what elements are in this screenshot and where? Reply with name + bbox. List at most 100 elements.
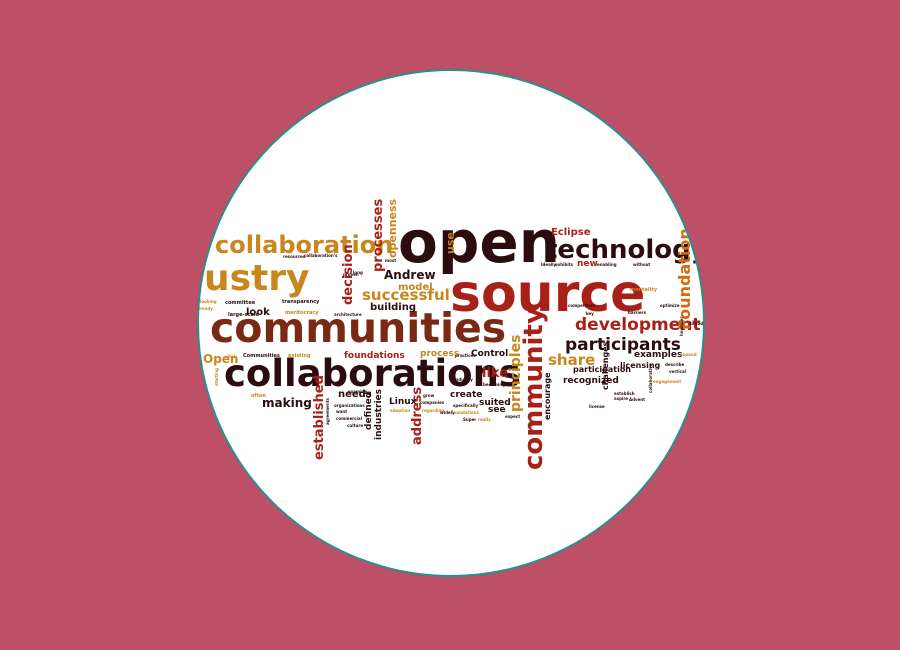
word-processes: processes [371,199,386,272]
word-communities-small: Communities [243,353,280,359]
word-examples: examples [634,350,682,360]
word-adoption: adoption [390,408,410,413]
word-making: making [262,396,312,410]
word-foundations-small: Foundations [451,410,479,415]
word-long: long [353,270,363,275]
word-address: address [410,387,425,445]
word-process: process [420,349,459,359]
word-becoming: becoming [483,382,505,387]
word-like: like [482,366,508,381]
word-established: established [312,375,327,460]
word-most: most [385,258,396,263]
word-vertical: vertical [669,369,687,374]
word-commercial: commercial [336,416,363,421]
word-ideally: Ideally [541,262,557,267]
word-looking: looking [200,299,217,304]
word-encourage: encourage [543,372,552,420]
word-model: model [398,282,433,293]
word-mentality: mentality [630,287,658,293]
word-super: Super [463,417,476,422]
word-share: share [548,351,595,369]
word-challenges: challenges [601,341,610,390]
word-barriers: barriers [628,310,647,315]
word-largescale: large-scale [228,312,260,318]
word-culture: culture [347,423,363,428]
word-describe: describe [665,362,685,367]
word-participation: participation [573,365,631,374]
word-industry: ustry [204,258,310,299]
word-optimize: optimize [660,303,680,308]
word-industries: industries [374,389,384,440]
word-technology: technology [545,235,708,265]
word-successful: successful [362,286,450,304]
word-want: want [336,409,347,414]
word-cloud-circle [197,69,705,577]
word-starting: starting [214,368,219,386]
word-building: building [370,302,416,313]
word-community: community [519,307,549,470]
word-agreements: agreements [325,397,330,425]
word-however: however [679,317,684,336]
word-needs: needs [338,389,372,400]
word-communities: communities [210,304,506,352]
word-new: new [577,259,598,269]
word-proven: proven [343,272,359,277]
word-foundations: foundations [344,351,405,361]
word-engagement: engagement [653,379,681,384]
word-industry-small: industry [454,377,473,382]
word-open-small: Open [203,352,238,366]
word-eclipse: Eclipse [551,227,591,238]
word-linux: Linux [389,397,417,407]
word-collaborations: collaborations [224,352,521,395]
word-collaborative: collaborative [648,363,653,393]
word-committee: committee [225,300,256,306]
word-development: development [575,315,700,335]
word-foundation: Foundation [675,228,694,330]
word-license: license [589,404,605,409]
word-source: source [450,264,645,324]
word-existing: existing [288,353,311,359]
word-control: Control [471,349,508,359]
word-competitors: competitors [568,303,596,308]
word-vital: vital [225,354,236,359]
word-aspire: aspire [614,396,628,401]
word-advent: Advent [629,397,645,402]
word-collaborations-small: collaboration's [304,253,338,258]
word-establish: establish [614,391,635,396]
word-participants: participants [565,335,681,355]
word-look: look [246,307,270,318]
word-see: see [488,405,506,415]
word-meritocracy: meritocracy [285,310,319,316]
word-recognized: recognized [563,376,619,386]
word-organizations: organizations [334,403,365,408]
word-defined: defined [364,392,374,430]
word-create: create [450,390,482,400]
word-examine: examine [348,389,367,394]
word-often: often [251,393,266,399]
word-decision: decision [341,244,356,305]
word-widely: widely [440,410,455,415]
word-principles: principles [508,335,524,412]
word-without: without [633,262,650,267]
word-exhibits: exhibits [555,262,574,267]
word-open: open [398,208,560,276]
word-expand: expand [680,352,697,357]
word-architecture: architecture [334,312,362,317]
word-key: key [586,311,594,316]
word-use: use [444,232,457,254]
word-companies: companies [420,400,445,405]
word-suited: suited [479,398,511,408]
word-regarding: regarding [422,408,444,413]
word-broader: broader [690,321,708,326]
word-grow: grow [423,393,435,398]
word-really: really [478,417,491,422]
word-licensing: licensing [620,361,661,370]
word-practices: practices [455,353,476,358]
word-andrew: Andrew [384,268,436,282]
word-resources: resources [283,254,306,259]
word-already: already [196,306,213,311]
word-specifically: specifically [453,403,478,408]
word-expect: expect [505,414,520,419]
